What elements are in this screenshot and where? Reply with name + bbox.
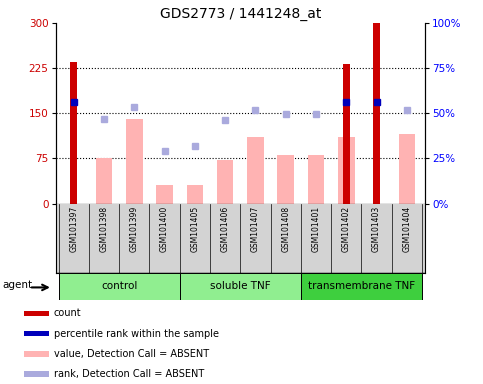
Bar (24, 371, 49, 377)
Text: value, Detection Call = ABSENT: value, Detection Call = ABSENT (54, 349, 209, 359)
Text: GSM101404: GSM101404 (402, 205, 412, 252)
Title: GDS2773 / 1441248_at: GDS2773 / 1441248_at (159, 7, 321, 21)
Bar (338, 137, 355, 204)
Bar (398, 134, 415, 204)
Bar (180, 273, 301, 300)
Text: GSM101397: GSM101397 (69, 205, 78, 252)
Bar (24, 351, 49, 357)
Text: GSM101399: GSM101399 (130, 205, 139, 252)
Text: GSM101407: GSM101407 (251, 205, 260, 252)
Text: GSM101403: GSM101403 (372, 205, 381, 252)
Text: control: control (101, 281, 137, 291)
Bar (308, 156, 325, 204)
Text: GSM101398: GSM101398 (99, 205, 109, 252)
Text: GSM101401: GSM101401 (312, 205, 321, 252)
Bar (24, 331, 49, 336)
Text: agent: agent (3, 280, 33, 290)
Text: GSM101408: GSM101408 (281, 205, 290, 252)
Bar (156, 185, 173, 204)
Text: count: count (54, 308, 81, 318)
Text: percentile rank within the sample: percentile rank within the sample (54, 329, 219, 339)
Text: GSM101406: GSM101406 (221, 205, 229, 252)
Bar (96, 159, 113, 204)
Bar (126, 119, 142, 204)
Text: GSM101400: GSM101400 (160, 205, 169, 252)
Bar (24, 311, 49, 316)
Text: transmembrane TNF: transmembrane TNF (308, 281, 415, 291)
Text: GSM101405: GSM101405 (190, 205, 199, 252)
Text: rank, Detection Call = ABSENT: rank, Detection Call = ABSENT (54, 369, 204, 379)
Text: soluble TNF: soluble TNF (210, 281, 270, 291)
Text: GSM101402: GSM101402 (342, 205, 351, 252)
Bar (277, 156, 294, 204)
Bar (186, 185, 203, 204)
Bar (247, 137, 264, 204)
Bar (342, 64, 350, 204)
Bar (373, 23, 380, 204)
Bar (58, 273, 180, 300)
Bar (301, 273, 422, 300)
Bar (70, 62, 77, 204)
Bar (217, 160, 233, 204)
